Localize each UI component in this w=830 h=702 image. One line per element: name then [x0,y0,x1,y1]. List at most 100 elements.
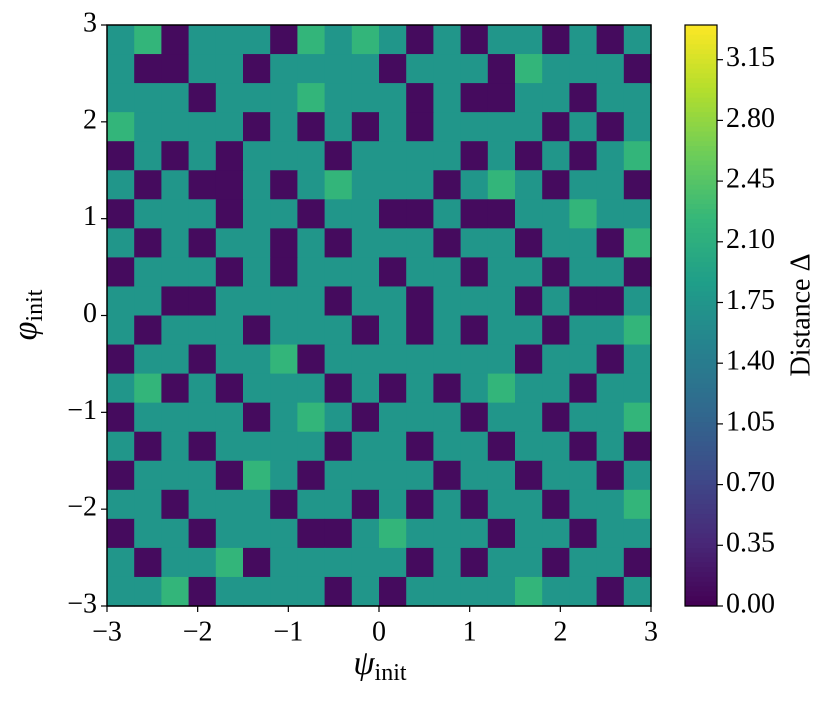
contour-cell [596,373,625,404]
contour-cell [569,286,598,317]
contour-cell [596,547,625,578]
contour-cell [460,141,489,171]
contour-cell [243,402,271,433]
colorbar-strip [685,25,717,31]
contour-cell [324,402,353,433]
contour-cell [351,576,380,607]
colorbar-strip [685,567,717,573]
contour-cell [188,547,217,578]
colorbar-strip [685,373,717,380]
contour-cell [487,547,516,578]
colorbar-strip [685,223,717,229]
colorbar-strip [685,446,717,452]
colorbar-strip [685,170,717,176]
colorbar-strip [685,523,717,530]
contour-cell [433,199,462,229]
y-label-symbol: φ [7,322,44,341]
contour-cell [297,112,326,142]
contour-cell [487,402,516,433]
contour-cell [379,547,407,578]
contour-cell [596,170,625,200]
contour-cell [569,431,598,462]
contour-cell [623,431,652,462]
contour-cell [515,460,543,491]
colorbar-strip [685,199,717,205]
contour-cell [542,54,570,84]
colorbar-strip [685,73,717,79]
contour-cell [324,54,353,84]
contour-cell [270,547,298,578]
colorbar-strip [685,397,717,404]
x-tick-label: 0 [372,616,386,647]
contour-cell [379,402,407,433]
colorbar-strip [685,388,717,394]
contour-cell [487,54,516,84]
contour-cell [351,257,380,288]
contour-cell [324,576,353,607]
colorbar-strip [685,184,717,191]
contour-cell [107,286,135,317]
contour-cell [623,228,652,258]
contour-cell [351,83,380,113]
contour-cell [324,83,353,113]
contour-cell [596,257,625,288]
contour-cell [623,518,652,549]
colorbar-strip [685,262,717,268]
contour-cell [487,373,516,404]
contour-cell [406,25,434,55]
contour-cell [379,25,407,55]
contour-cell [515,431,543,462]
contour-cell [596,489,625,520]
colorbar-strip [685,87,717,94]
colorbar-strip [685,39,717,45]
contour-cell [569,489,598,520]
contour-cell [460,315,489,346]
contour-cell [406,402,434,433]
contour-cell [270,54,298,84]
colorbar-strip [685,514,717,520]
contour-cell [460,373,489,404]
contour-cell [188,54,217,84]
contour-cell [270,402,298,433]
contour-cell [379,286,407,317]
contour-cell [351,547,380,578]
contour-cell [270,141,298,171]
contour-cell [542,199,570,229]
contour-cell [569,228,598,258]
contour-cell [297,460,326,491]
contour-cell [569,83,598,113]
colorbar-tick-label: 2.80 [726,103,775,134]
colorbar-strip [685,528,717,534]
contour-cell [460,54,489,84]
contour-cell [487,170,516,200]
contour-cell [569,315,598,346]
contour-cell [569,257,598,288]
contour-cell [460,199,489,229]
contour-cell [324,286,353,317]
contour-cell [107,228,135,258]
contour-cell [188,315,217,346]
contour-cell [623,344,652,375]
contour-cell [596,431,625,462]
contour-cell [569,402,598,433]
contour-cell [433,54,462,84]
colorbar-strip [685,78,717,84]
colorbar-strip [685,131,717,137]
contour-cell [623,199,652,229]
contour-cell [569,576,598,607]
contour-cell [107,460,135,491]
colorbar-strip [685,552,717,559]
contour-cell [107,344,135,375]
contour-cell [297,286,326,317]
colorbar-strip [685,247,717,254]
colorbar-strip [685,596,717,602]
x-axis-label: ψinit [353,645,406,686]
colorbar-strip [685,591,717,597]
colorbar-strip [685,179,717,186]
contour-cell [542,576,570,607]
colorbar-strip [685,83,717,89]
colorbar-strip [685,436,717,442]
colorbar-strip [685,543,717,549]
colorbar-strip [685,470,717,476]
contour-cell [243,257,271,288]
